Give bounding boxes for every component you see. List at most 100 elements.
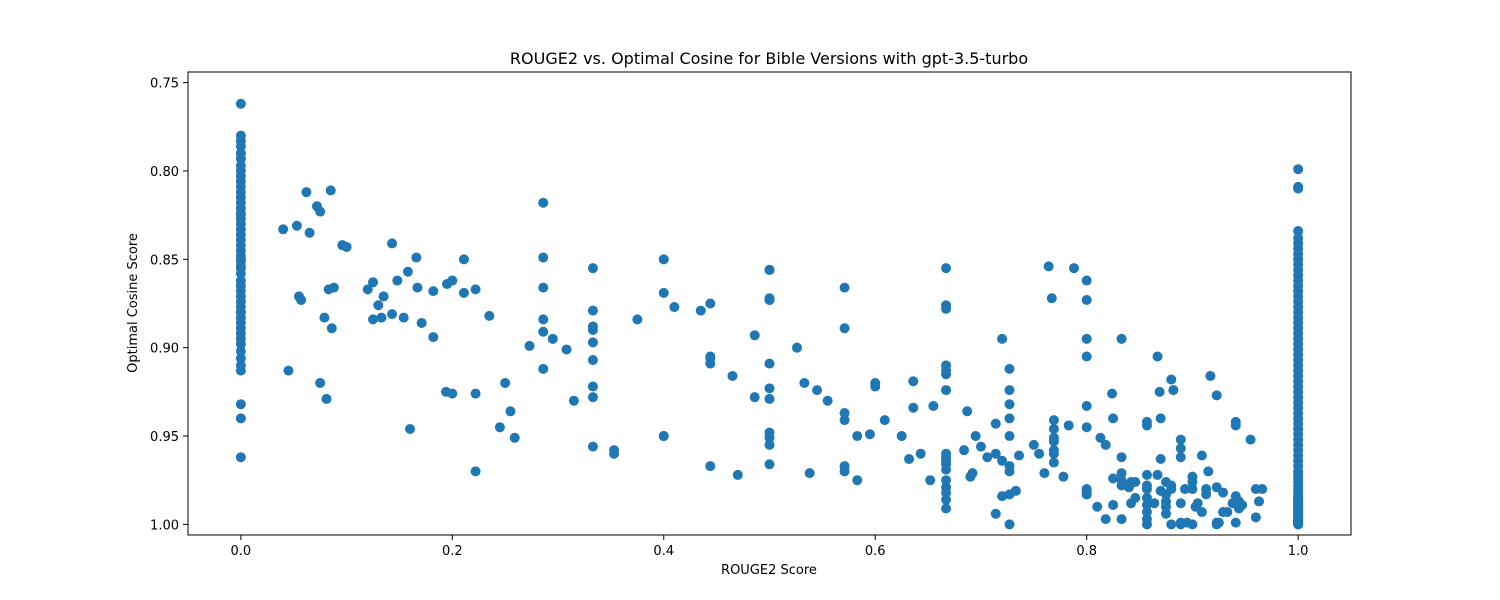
data-point — [1166, 374, 1177, 385]
data-point — [982, 452, 993, 463]
data-point — [669, 302, 680, 313]
data-point — [1213, 517, 1224, 528]
data-point — [1245, 434, 1256, 445]
x-axis: 0.0 0.2 0.4 0.6 0.8 1.0 — [231, 535, 1308, 559]
data-point — [1081, 294, 1092, 305]
data-point — [1141, 469, 1152, 480]
data-point — [1192, 498, 1203, 509]
data-point — [484, 310, 495, 321]
data-point — [1092, 501, 1103, 512]
data-point — [1237, 499, 1248, 510]
data-point — [1081, 422, 1092, 433]
data-point — [587, 325, 598, 336]
data-point — [301, 187, 312, 198]
data-point — [1205, 370, 1216, 381]
data-point — [896, 431, 907, 442]
data-point — [941, 503, 952, 514]
data-point — [587, 441, 598, 452]
data-point — [1081, 275, 1092, 286]
data-point — [315, 378, 326, 389]
data-point — [705, 298, 716, 309]
data-point — [1175, 498, 1186, 509]
data-point — [658, 287, 669, 298]
data-point — [1293, 183, 1304, 194]
data-point — [1004, 385, 1015, 396]
data-point — [791, 342, 802, 353]
data-point — [1293, 164, 1304, 175]
data-point — [1175, 443, 1186, 454]
data-point — [1230, 517, 1241, 528]
data-point — [1081, 333, 1092, 344]
data-point — [1081, 351, 1092, 362]
data-point — [362, 284, 373, 295]
data-point — [235, 346, 246, 357]
data-point — [1095, 432, 1106, 443]
data-point — [705, 461, 716, 472]
data-points-layer — [235, 98, 1304, 530]
data-point — [925, 475, 936, 486]
data-point — [941, 303, 952, 314]
data-point — [1058, 471, 1069, 482]
data-point — [1130, 492, 1141, 503]
x-axis-label: ROUGE2 Score — [721, 563, 817, 578]
data-point — [1211, 390, 1222, 401]
data-point — [494, 422, 505, 433]
data-point — [373, 300, 384, 311]
data-point — [587, 381, 598, 392]
data-point — [1152, 469, 1163, 480]
data-point — [997, 333, 1008, 344]
data-point — [1254, 496, 1265, 507]
data-point — [587, 305, 598, 316]
data-point — [235, 365, 246, 376]
data-point — [1166, 519, 1177, 530]
data-point — [587, 392, 598, 403]
data-point — [1081, 401, 1092, 411]
data-point — [538, 314, 549, 325]
data-point — [405, 423, 416, 434]
data-point — [1257, 484, 1268, 495]
data-point — [839, 323, 850, 334]
data-point — [990, 448, 1001, 459]
data-point — [1175, 434, 1186, 445]
data-point — [368, 277, 379, 288]
data-point — [500, 378, 511, 389]
data-point — [915, 448, 926, 459]
data-point — [764, 383, 775, 394]
data-point — [908, 376, 919, 387]
data-point — [749, 330, 760, 341]
data-point — [235, 339, 246, 350]
data-point — [1155, 413, 1166, 424]
data-point — [1187, 519, 1198, 530]
data-point — [1293, 490, 1304, 501]
data-point — [392, 275, 403, 286]
data-point — [1048, 448, 1059, 459]
data-point — [538, 326, 549, 337]
data-point — [447, 275, 458, 286]
data-point — [587, 263, 598, 274]
data-point — [235, 399, 246, 410]
data-point — [278, 224, 289, 235]
y-axis: 0.75 0.80 0.85 0.90 0.95 1.00 — [150, 77, 188, 533]
data-point — [1004, 519, 1015, 530]
data-point — [1116, 468, 1127, 479]
data-point — [962, 406, 973, 417]
data-point — [695, 305, 706, 316]
data-point — [1201, 489, 1212, 500]
data-point — [378, 291, 389, 302]
data-point — [839, 408, 850, 419]
data-point — [235, 353, 246, 364]
data-point — [235, 141, 246, 152]
data-point — [505, 406, 516, 417]
data-point — [1028, 439, 1039, 450]
data-point — [341, 241, 352, 252]
data-point — [416, 317, 427, 328]
data-point — [296, 294, 307, 305]
data-point — [990, 508, 1001, 519]
data-point — [1068, 263, 1079, 274]
data-point — [315, 206, 326, 217]
data-point — [749, 392, 760, 403]
data-point — [1100, 439, 1111, 450]
data-point — [1154, 386, 1165, 397]
data-point — [1218, 487, 1229, 498]
